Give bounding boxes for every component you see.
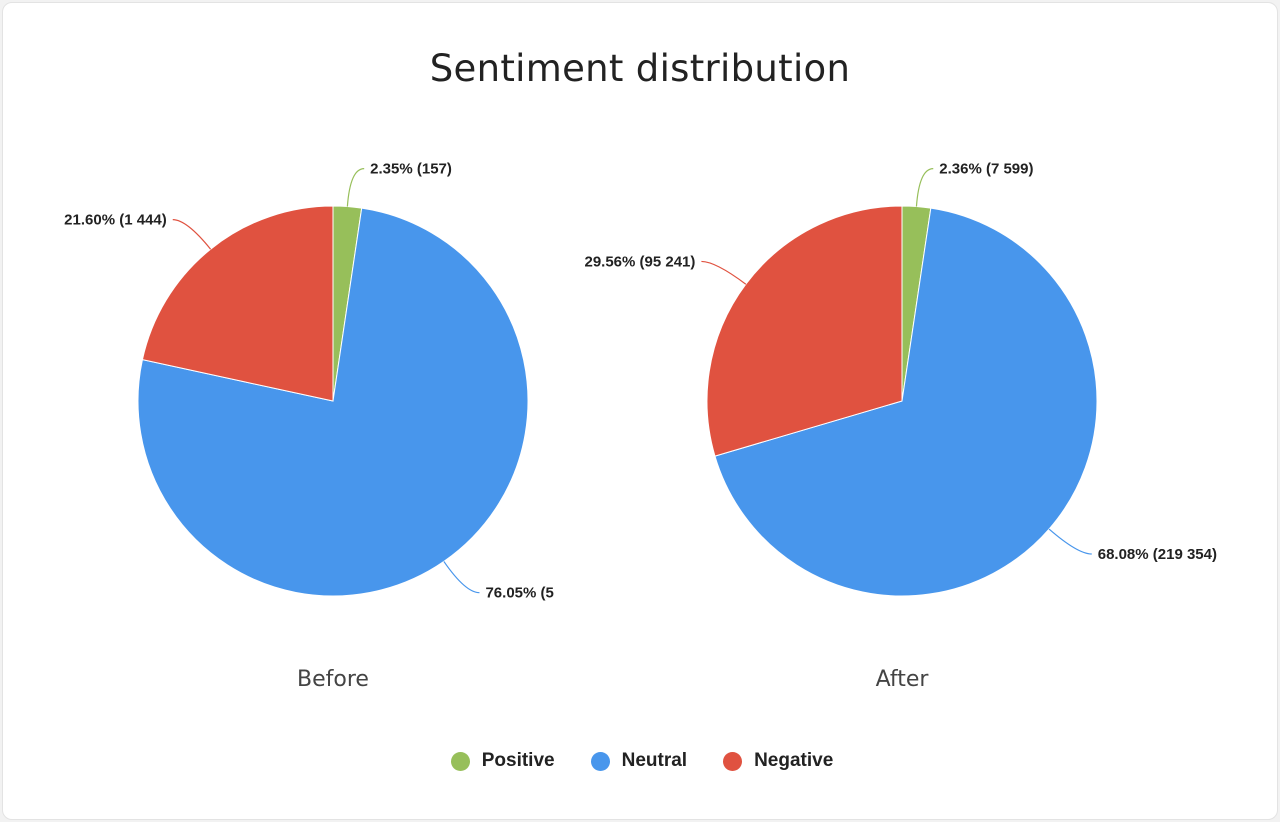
legend-dot-neutral — [590, 751, 610, 771]
label-leader-line — [172, 219, 212, 250]
pie-charts: 2.35% (157) 76.05% (5 21.60% (1 444) Before… — [64, 161, 1217, 692]
label-leader-line — [701, 260, 747, 285]
data-label: 21.60% (1 444) — [64, 212, 167, 229]
legend-dot-negative — [723, 751, 743, 771]
legend-label: Negative — [754, 750, 834, 771]
data-label: 2.36% (7 599) — [939, 161, 1033, 178]
legend-item-negative[interactable]: Negative — [723, 750, 833, 772]
legend-label: Neutral — [621, 750, 688, 771]
legend-label: Positive — [481, 750, 555, 771]
label-leader-line — [915, 168, 934, 207]
legend-item-positive[interactable]: Positive — [450, 750, 555, 772]
pie-slice-neutral[interactable] — [137, 207, 529, 597]
data-label: 76.05% (5 — [485, 585, 553, 602]
pie-slice-negative[interactable] — [141, 205, 334, 402]
label-leader-line — [1048, 528, 1092, 555]
pie-subtitle: After — [876, 667, 930, 692]
data-label: 2.35% (157) — [370, 161, 452, 178]
legend-item-neutral[interactable]: Neutral — [590, 750, 688, 772]
pie-subtitle: Before — [297, 667, 369, 692]
data-label: 29.56% (95 241) — [584, 253, 695, 270]
legend-dot-positive — [450, 751, 470, 771]
data-label: 68.08% (219 354) — [1098, 546, 1217, 563]
label-leader-line — [346, 168, 365, 207]
chart-title: Sentiment distribution — [429, 47, 851, 90]
label-leader-line — [443, 561, 480, 594]
legend: Positive Neutral Negative — [417, 741, 867, 781]
